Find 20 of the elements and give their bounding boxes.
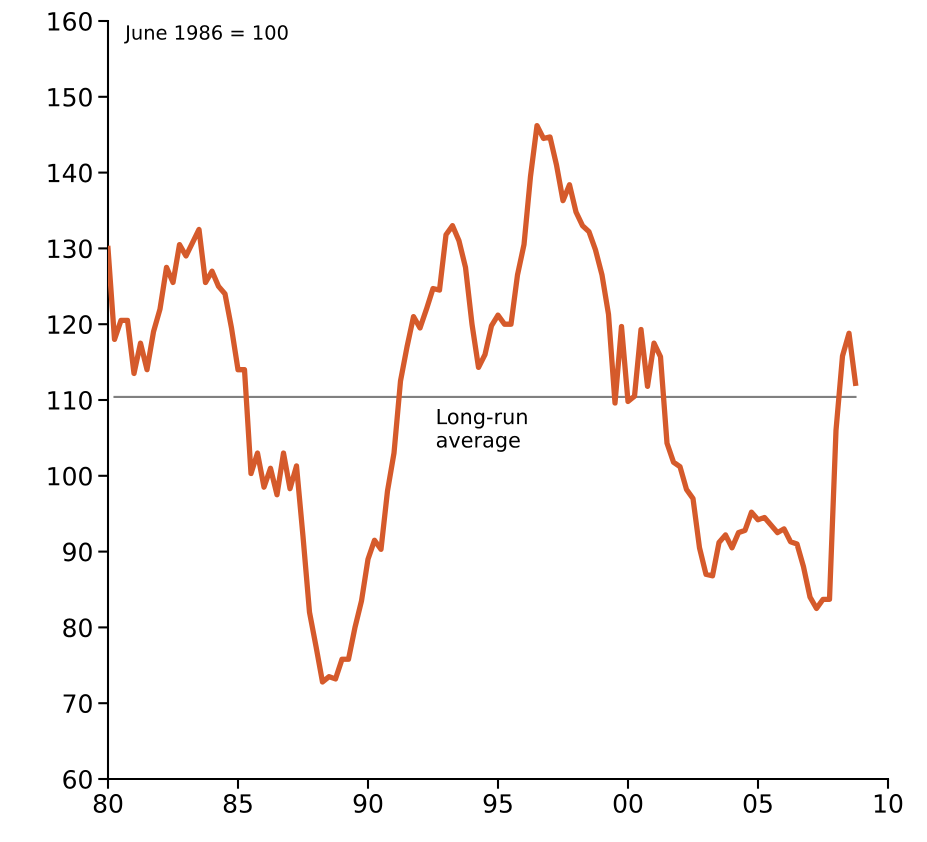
y-tick-label: 100 — [48, 466, 92, 486]
x-tick-label: 90 — [354, 794, 382, 813]
y-tick-label: 60 — [63, 770, 92, 789]
y-tick-label: 140 — [48, 164, 92, 182]
x-tick-label: 80 — [94, 794, 122, 813]
y-tick-label: 120 — [48, 315, 92, 334]
x-tick-label: 05 — [744, 794, 772, 813]
y-tick-label: 80 — [63, 618, 92, 638]
y-tick-label: 130 — [48, 239, 92, 258]
annotation: June 1986 = 100 — [124, 25, 288, 44]
x-tick-label: 00 — [614, 794, 642, 813]
y-tick-label: 110 — [48, 390, 92, 410]
x-tick-label: 95 — [484, 794, 512, 813]
ref-line-label: Long-run average — [436, 408, 527, 452]
y-tick-label: 90 — [63, 542, 92, 562]
y-tick-label: 150 — [48, 88, 92, 107]
x-tick-label: 10 — [874, 794, 902, 813]
y-tick-label: 70 — [64, 694, 92, 714]
x-tick-label: 85 — [224, 794, 252, 813]
y-tick-label: 160 — [48, 12, 92, 31]
